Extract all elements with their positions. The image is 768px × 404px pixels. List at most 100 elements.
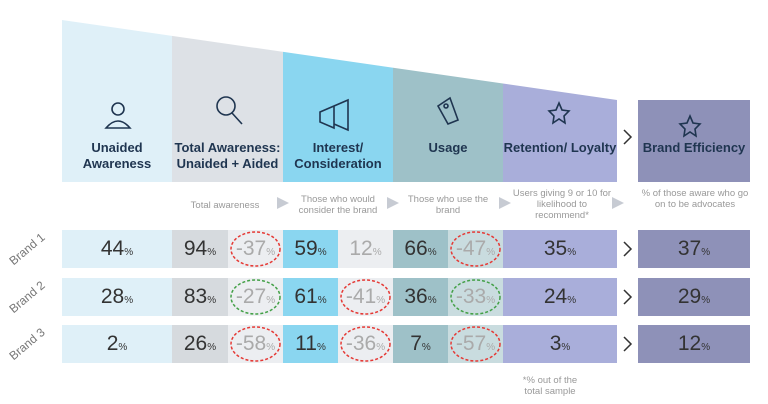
value: -36% — [338, 325, 393, 363]
value-number: 29 — [677, 285, 702, 308]
unit: % — [207, 341, 217, 353]
value-number: 11 — [295, 332, 317, 355]
unit: % — [266, 246, 276, 258]
icons — [104, 96, 702, 138]
value: -41% — [338, 278, 393, 316]
value: 36% — [393, 278, 448, 316]
value: -58% — [228, 325, 283, 363]
stage-title: Total Awareness: Unaided + Aided — [174, 140, 281, 171]
cell — [503, 230, 617, 268]
cell — [448, 278, 503, 316]
unit: % — [376, 294, 386, 306]
drop-circle — [450, 326, 501, 362]
unit: % — [486, 246, 496, 258]
cell — [172, 278, 228, 316]
drop-circle — [340, 326, 391, 362]
stage-note: Those who use the brand — [407, 194, 489, 216]
value: 28% — [62, 278, 172, 316]
unit: % — [486, 294, 496, 306]
value-number: 26 — [183, 332, 208, 355]
value-number: 44 — [100, 237, 125, 260]
cell — [62, 325, 172, 363]
arrow-icon — [623, 289, 633, 305]
unit: % — [376, 341, 386, 353]
cell — [448, 230, 503, 268]
stage-note: Those who would consider the brand — [298, 194, 378, 216]
value-number: 66 — [404, 237, 428, 260]
unit: % — [421, 341, 431, 353]
value: 12% — [338, 230, 393, 268]
cell — [448, 325, 503, 363]
value: 83% — [172, 278, 228, 316]
stage-note: % of those aware who go on to be advocat… — [641, 188, 749, 210]
value-number: 12 — [677, 332, 702, 355]
value: -33% — [448, 278, 503, 316]
value-number: 35 — [543, 237, 568, 260]
cell — [338, 230, 393, 268]
stage-title: Unaided Awareness — [82, 140, 152, 171]
cell — [638, 278, 750, 316]
drop-circle — [230, 326, 281, 362]
value: 3% — [503, 325, 617, 363]
value: 29% — [638, 278, 750, 316]
unit: % — [427, 294, 437, 306]
unit: % — [701, 341, 711, 353]
unit: % — [486, 341, 496, 353]
value-number: 12 — [349, 237, 373, 260]
drop-circle — [230, 279, 281, 315]
drop-circle — [450, 279, 501, 315]
value-number: -27 — [235, 285, 267, 308]
value: 35% — [503, 230, 617, 268]
cell — [62, 278, 172, 316]
value: -47% — [448, 230, 503, 268]
cell — [62, 230, 172, 268]
value: -57% — [448, 325, 503, 363]
value-number: -36 — [345, 332, 377, 355]
value-number: 83 — [183, 285, 208, 308]
arrow-icon — [623, 241, 633, 257]
unit: % — [701, 246, 711, 258]
unit: % — [372, 246, 382, 258]
value-number: 28 — [100, 285, 125, 308]
drop-circle — [340, 279, 391, 315]
value-number: -37 — [235, 237, 267, 260]
drop-circle — [450, 231, 501, 267]
value: 61% — [283, 278, 338, 316]
value-number: 59 — [294, 237, 318, 260]
value-number: 3 — [549, 332, 562, 355]
cell — [638, 230, 750, 268]
cell — [338, 278, 393, 316]
cell — [283, 325, 338, 363]
unit: % — [118, 341, 128, 353]
value-number: 36 — [404, 285, 428, 308]
value-number: 24 — [543, 285, 568, 308]
unit: % — [317, 294, 327, 306]
value: 12% — [638, 325, 750, 363]
value: 94% — [172, 230, 228, 268]
unit: % — [124, 246, 134, 258]
cell — [172, 230, 228, 268]
cell — [503, 325, 617, 363]
value-number: 7 — [410, 332, 422, 355]
cell — [393, 230, 448, 268]
unit: % — [567, 294, 577, 306]
unit: % — [427, 246, 437, 258]
unit: % — [561, 341, 571, 353]
value: 59% — [283, 230, 338, 268]
arrow-icon — [623, 336, 633, 352]
value: 2% — [62, 325, 172, 363]
unit: % — [124, 294, 134, 306]
note-arrows — [277, 197, 624, 209]
value-number: -47 — [455, 237, 487, 260]
unit: % — [701, 294, 711, 306]
unit: % — [207, 246, 217, 258]
value: 11% — [283, 325, 338, 363]
unit: % — [266, 341, 276, 353]
stage-title: Brand Efficiency — [642, 140, 746, 155]
value: 24% — [503, 278, 617, 316]
arrow-icon — [623, 129, 633, 145]
cell — [283, 278, 338, 316]
efficiency-header — [638, 100, 750, 182]
value-number: 61 — [294, 285, 318, 308]
